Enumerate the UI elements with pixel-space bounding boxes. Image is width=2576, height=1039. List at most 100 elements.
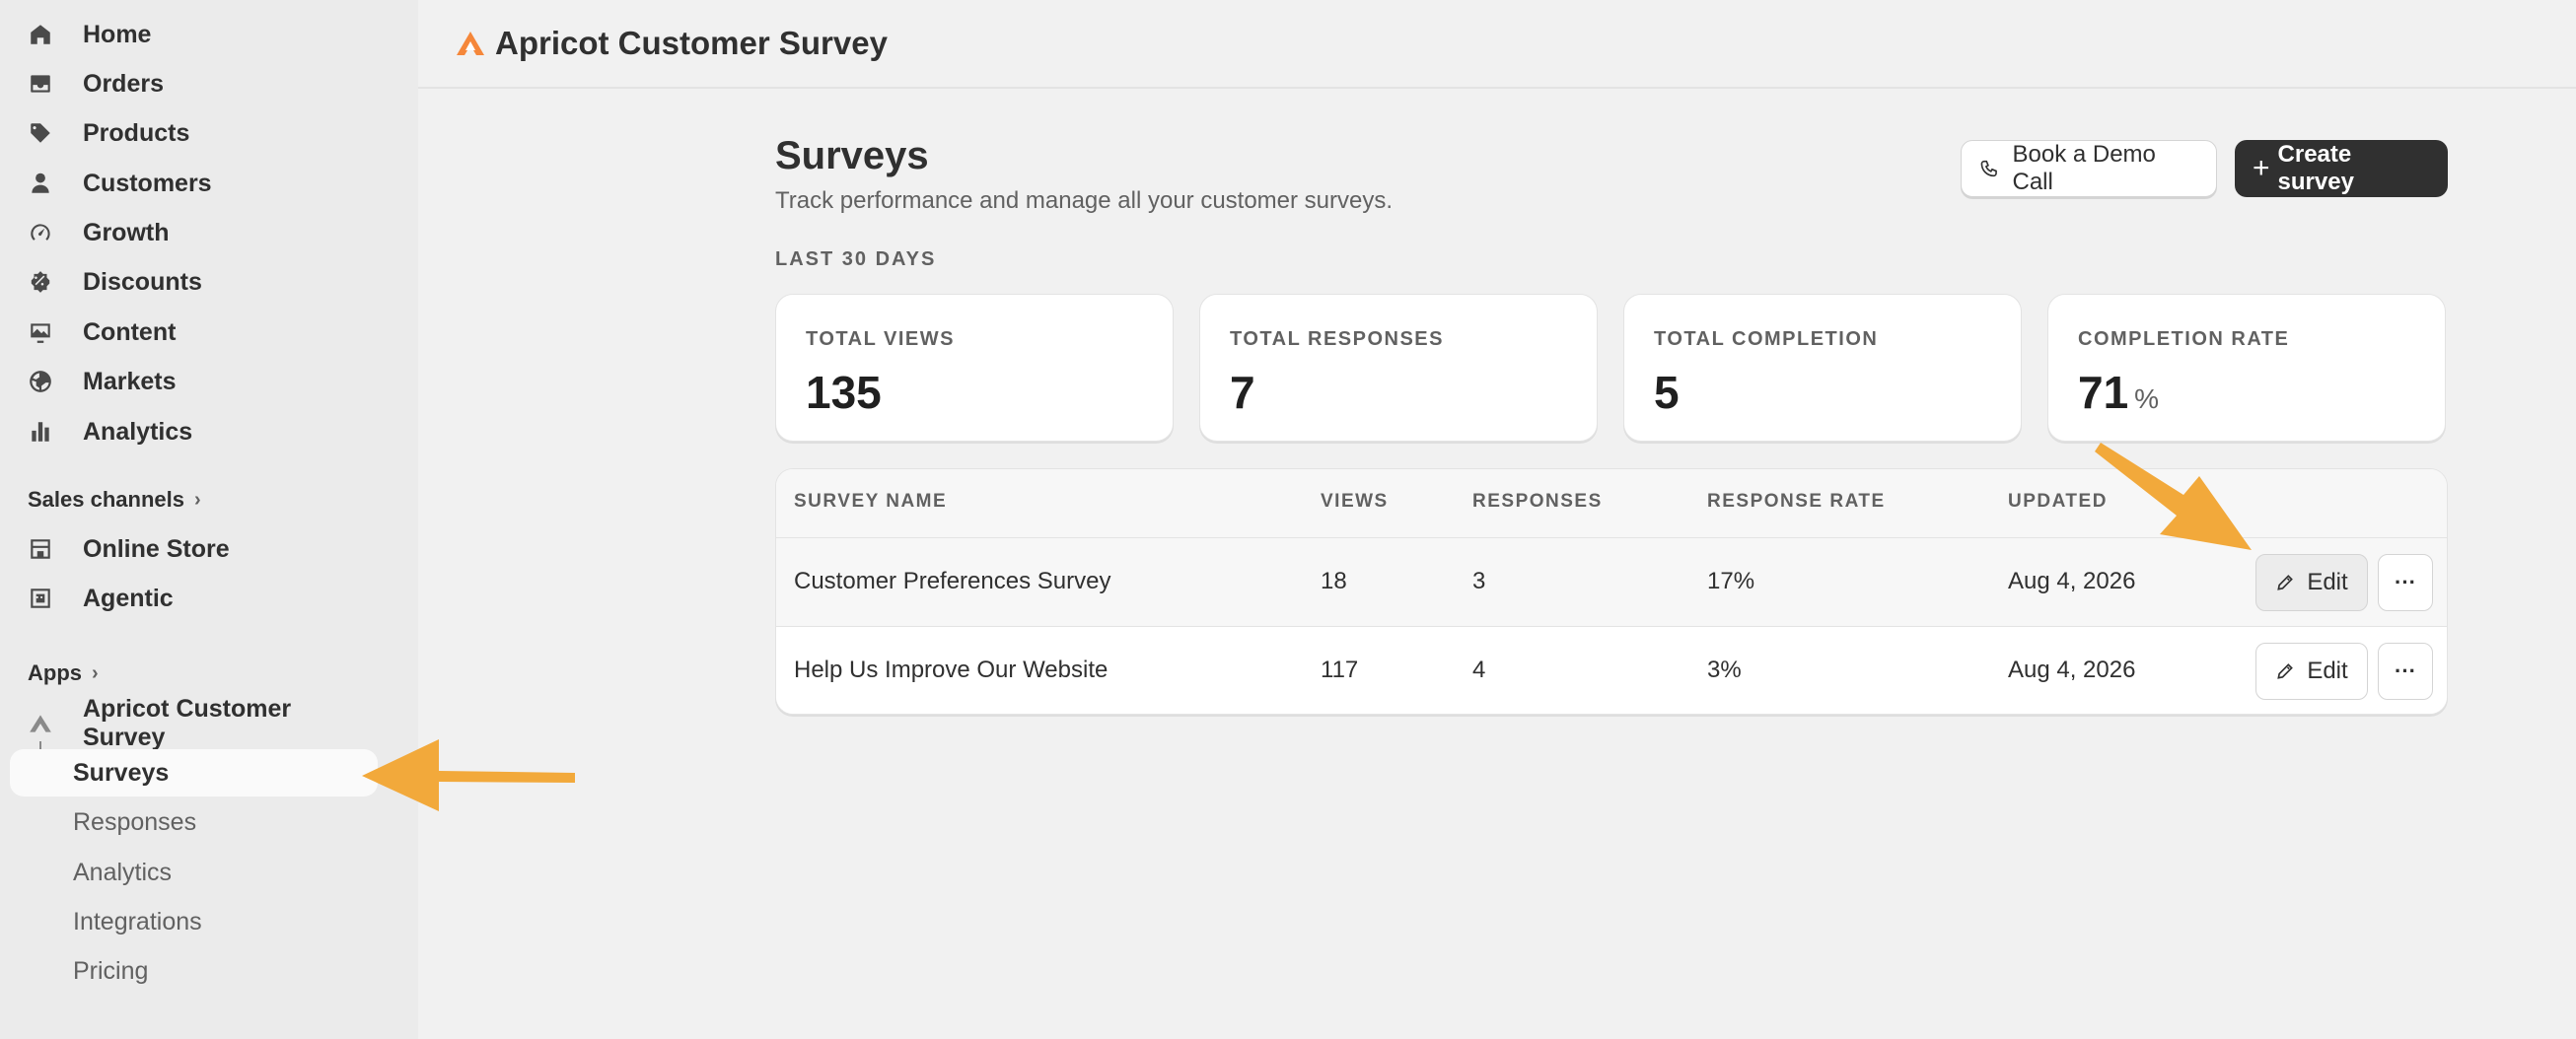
apricot-logo-icon	[28, 711, 53, 736]
sub-item-surveys-label: Surveys	[73, 758, 170, 787]
survey-name-cell[interactable]: Help Us Improve Our Website	[794, 657, 1109, 683]
nav-content-label: Content	[83, 317, 177, 346]
views-cell: 117	[1321, 657, 1359, 683]
nav-online-store-label: Online Store	[83, 534, 230, 563]
nav-app-label: Apricot Customer Survey	[83, 695, 292, 751]
more-actions-button[interactable]: ···	[2378, 643, 2433, 700]
apps-label: Apps	[28, 660, 82, 685]
nav-products[interactable]: Products	[10, 109, 378, 157]
stat-value: 7	[1230, 367, 1255, 418]
stat-card-total-responses: TOTAL RESPONSES 7	[1199, 294, 1598, 442]
plus-icon: +	[2253, 152, 2270, 184]
discount-icon	[28, 269, 53, 295]
stat-label: TOTAL VIEWS	[806, 328, 955, 350]
nav-discounts[interactable]: Discounts	[10, 258, 378, 306]
sales-channels-label: Sales channels	[28, 487, 184, 512]
more-actions-button[interactable]: ···	[2378, 554, 2433, 611]
sub-item-integrations-label: Integrations	[73, 907, 202, 935]
sub-item-analytics-label: Analytics	[73, 858, 173, 886]
response-rate-cell: 17%	[1707, 568, 1755, 594]
column-header-survey-name[interactable]: SURVEY NAME	[794, 491, 948, 512]
stat-value: 5	[1654, 367, 1680, 418]
nav-markets[interactable]: Markets	[10, 358, 378, 405]
sub-item-surveys[interactable]: Surveys	[10, 749, 378, 797]
nav-home-label: Home	[83, 20, 152, 48]
sub-item-responses-label: Responses	[73, 807, 197, 836]
image-icon	[28, 319, 53, 345]
edit-button[interactable]: Edit	[2255, 554, 2368, 611]
sub-item-pricing[interactable]: Pricing	[10, 947, 378, 995]
nav-orders-label: Orders	[83, 69, 164, 98]
table-row[interactable]: Customer Preferences Survey 18 3 17% Aug…	[776, 538, 2447, 627]
apricot-logo-icon	[457, 32, 484, 55]
globe-icon	[28, 369, 53, 394]
nav-customers[interactable]: Customers	[10, 160, 378, 207]
edit-button[interactable]: Edit	[2255, 643, 2368, 700]
stat-value: 135	[806, 367, 882, 418]
nav-agentic[interactable]: Agentic	[10, 575, 378, 622]
nav-app-apricot[interactable]: Apricot Customer Survey	[10, 695, 378, 751]
stat-unit: %	[2134, 383, 2160, 414]
create-survey-button[interactable]: + Create survey	[2235, 140, 2448, 197]
book-demo-button[interactable]: Book a Demo Call	[1961, 140, 2217, 197]
nav-orders[interactable]: Orders	[10, 60, 378, 107]
nav-content[interactable]: Content	[10, 309, 378, 356]
store-icon	[28, 536, 53, 562]
person-icon	[28, 171, 53, 196]
agentic-icon	[28, 586, 53, 611]
nav-growth-label: Growth	[83, 218, 170, 246]
nav-online-store[interactable]: Online Store	[10, 525, 378, 573]
stat-value: 71	[2078, 367, 2129, 418]
sub-item-integrations[interactable]: Integrations	[10, 898, 378, 945]
home-icon	[28, 22, 53, 47]
chevron-right-icon: ›	[92, 661, 99, 684]
app-title: Apricot Customer Survey	[495, 25, 888, 61]
pencil-icon	[2277, 575, 2294, 590]
column-header-updated[interactable]: UPDATED	[2008, 491, 2108, 512]
survey-name-cell[interactable]: Customer Preferences Survey	[794, 568, 1111, 594]
edit-label: Edit	[2307, 569, 2348, 595]
stat-card-total-views: TOTAL VIEWS 135	[775, 294, 1174, 442]
nav-growth[interactable]: Growth	[10, 209, 378, 256]
table-row[interactable]: Help Us Improve Our Website 117 4 3% Aug…	[776, 627, 2447, 714]
sidebar: Home Orders Products Customers Growth Di…	[0, 0, 418, 1039]
nav-home[interactable]: Home	[10, 11, 378, 58]
page-title: Surveys	[775, 134, 929, 177]
response-rate-cell: 3%	[1707, 657, 1742, 683]
nav-analytics[interactable]: Analytics	[10, 408, 378, 455]
nav-discounts-label: Discounts	[83, 267, 202, 296]
surveys-table: SURVEY NAME VIEWS RESPONSES RESPONSE RAT…	[775, 468, 2448, 715]
sub-item-analytics[interactable]: Analytics	[10, 849, 378, 896]
column-header-views[interactable]: VIEWS	[1321, 491, 1389, 512]
stat-label: TOTAL RESPONSES	[1230, 328, 1444, 350]
phone-icon	[1980, 160, 1997, 177]
app-header: Apricot Customer Survey	[418, 0, 2576, 89]
column-header-response-rate[interactable]: RESPONSE RATE	[1707, 491, 1886, 512]
stat-label: COMPLETION RATE	[2078, 328, 2290, 350]
responses-cell: 3	[1472, 568, 1486, 594]
tag-icon	[28, 120, 53, 146]
page-subtitle: Track performance and manage all your cu…	[775, 187, 1394, 214]
period-label: LAST 30 DAYS	[775, 248, 937, 270]
apps-heading[interactable]: Apps ›	[28, 660, 99, 686]
bar-chart-icon	[28, 419, 53, 445]
sales-channels-heading[interactable]: Sales channels ›	[28, 487, 201, 513]
nav-analytics-label: Analytics	[83, 417, 193, 446]
views-cell: 18	[1321, 568, 1347, 594]
create-survey-label: Create survey	[2277, 141, 2354, 195]
nav-markets-label: Markets	[83, 367, 177, 395]
updated-cell: Aug 4, 2026	[2008, 657, 2136, 683]
book-demo-label: Book a Demo Call	[2012, 141, 2156, 195]
nav-customers-label: Customers	[83, 169, 212, 197]
edit-label: Edit	[2307, 658, 2348, 684]
nav-products-label: Products	[83, 118, 190, 147]
stat-value-wrap: 71%	[2078, 366, 2159, 419]
column-header-responses[interactable]: RESPONSES	[1472, 491, 1603, 512]
responses-cell: 4	[1472, 657, 1486, 683]
gauge-icon	[28, 220, 53, 245]
stat-card-total-completion: TOTAL COMPLETION 5	[1623, 294, 2022, 442]
chevron-right-icon: ›	[193, 488, 201, 511]
stat-card-completion-rate: COMPLETION RATE 71%	[2047, 294, 2446, 442]
sub-item-responses[interactable]: Responses	[10, 798, 378, 846]
inbox-icon	[28, 71, 53, 97]
